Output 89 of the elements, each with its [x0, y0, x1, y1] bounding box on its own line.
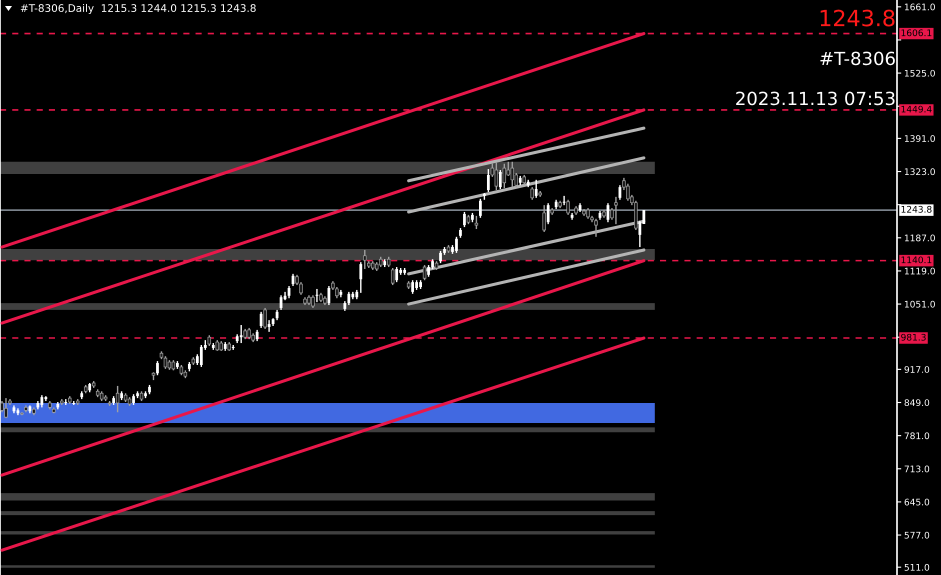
- candlestick: [614, 196, 618, 225]
- candlestick: [606, 202, 610, 223]
- candlestick: [474, 215, 478, 230]
- candlestick: [463, 211, 466, 228]
- candlestick: [534, 179, 538, 199]
- y-tick-label: 577.0: [904, 532, 930, 539]
- y-tick-label: 1391.0: [904, 135, 935, 142]
- candlestick: [363, 249, 367, 270]
- y-tick-label: 1323.0: [904, 168, 935, 176]
- annotation: #T-8306: [820, 52, 895, 66]
- y-tick-label: 1661.0: [904, 4, 935, 10]
- ref-line-label: 981.3: [901, 334, 926, 341]
- candlestick: [562, 195, 566, 206]
- candlestick: [390, 267, 394, 286]
- ref-line-label: 1243.8: [902, 206, 932, 213]
- candlestick: [510, 161, 514, 188]
- candlestick: [439, 250, 442, 264]
- candlestick: [542, 204, 546, 233]
- candlestick: [530, 186, 534, 200]
- candlestick: [208, 334, 212, 347]
- candlestick: [263, 307, 267, 330]
- annotation: 1243.8: [820, 10, 894, 26]
- candlestick: [288, 285, 290, 299]
- candlestick: [415, 279, 418, 291]
- y-tick-label: 1187.0: [904, 234, 935, 242]
- candlestick: [180, 364, 184, 376]
- candlestick: [311, 294, 315, 309]
- chart-title: #T-8306,Daily 1215.3 1244.0 1215.3 1243.8: [20, 4, 256, 14]
- candlestick: [188, 361, 191, 372]
- candlestick: [64, 398, 68, 406]
- candlestick: [200, 344, 203, 368]
- candlestick: [586, 207, 590, 220]
- candlestick: [40, 394, 44, 408]
- candlestick: [486, 168, 490, 193]
- ref-line-label: 1606.1: [902, 29, 932, 36]
- candlestick: [220, 340, 224, 352]
- candlestick: [618, 184, 622, 200]
- candlestick: [479, 198, 482, 219]
- y-tick-label: 511.0: [904, 564, 930, 571]
- candlestick: [164, 356, 168, 370]
- candlestick: [247, 327, 251, 340]
- candlestick: [148, 384, 151, 395]
- candlestick: [132, 394, 135, 406]
- candlestick: [172, 359, 176, 372]
- candlestick: [494, 162, 498, 191]
- candlestick: [116, 385, 120, 413]
- candlestick: [316, 288, 318, 303]
- y-tick-label: 917.0: [904, 366, 930, 373]
- y-tick-label: 849.0: [904, 399, 930, 406]
- candlestick: [4, 397, 8, 419]
- candlestick: [386, 256, 390, 268]
- candlestick: [88, 382, 92, 393]
- ref-line-label: 1449.4: [902, 106, 932, 113]
- candlestick: [256, 329, 259, 342]
- candlestick: [268, 319, 270, 333]
- candlestick: [328, 285, 330, 306]
- candlestick: [471, 212, 474, 223]
- y-tick-label: 1051.0: [904, 300, 935, 308]
- candlestick: [100, 390, 104, 402]
- candlestick: [343, 300, 346, 312]
- annotation: 2023.11.13 07:53: [736, 92, 895, 106]
- candlestick: [156, 360, 159, 376]
- candlestick: [427, 264, 430, 278]
- y-tick-label: 1119.0: [904, 268, 935, 274]
- ref-line-label: 1140.1: [902, 256, 932, 264]
- candlestick: [459, 227, 462, 238]
- candlestick: [292, 273, 294, 287]
- candlestick: [276, 309, 278, 321]
- y-tick-label: 781.0: [904, 432, 930, 440]
- candlestick: [260, 311, 263, 329]
- candlestick: [554, 199, 558, 210]
- candlestick: [280, 294, 282, 311]
- candlestick: [319, 292, 323, 303]
- y-tick-label: 713.0: [904, 466, 930, 472]
- candlestick: [378, 256, 382, 268]
- candlestick: [140, 390, 144, 402]
- candlestick: [466, 214, 470, 225]
- candlestick: [422, 264, 426, 281]
- candlestick: [216, 339, 220, 352]
- y-tick-label: 1525.0: [904, 70, 935, 77]
- candlestick: [168, 359, 172, 371]
- candlestick: [411, 279, 414, 295]
- candlestick: [522, 174, 526, 186]
- candlestick: [566, 199, 570, 216]
- candlestick: [502, 163, 506, 189]
- candlestick: [243, 328, 247, 340]
- candlestick: [307, 294, 311, 306]
- y-tick-label: 645.0: [904, 498, 930, 506]
- candlestick: [455, 236, 458, 254]
